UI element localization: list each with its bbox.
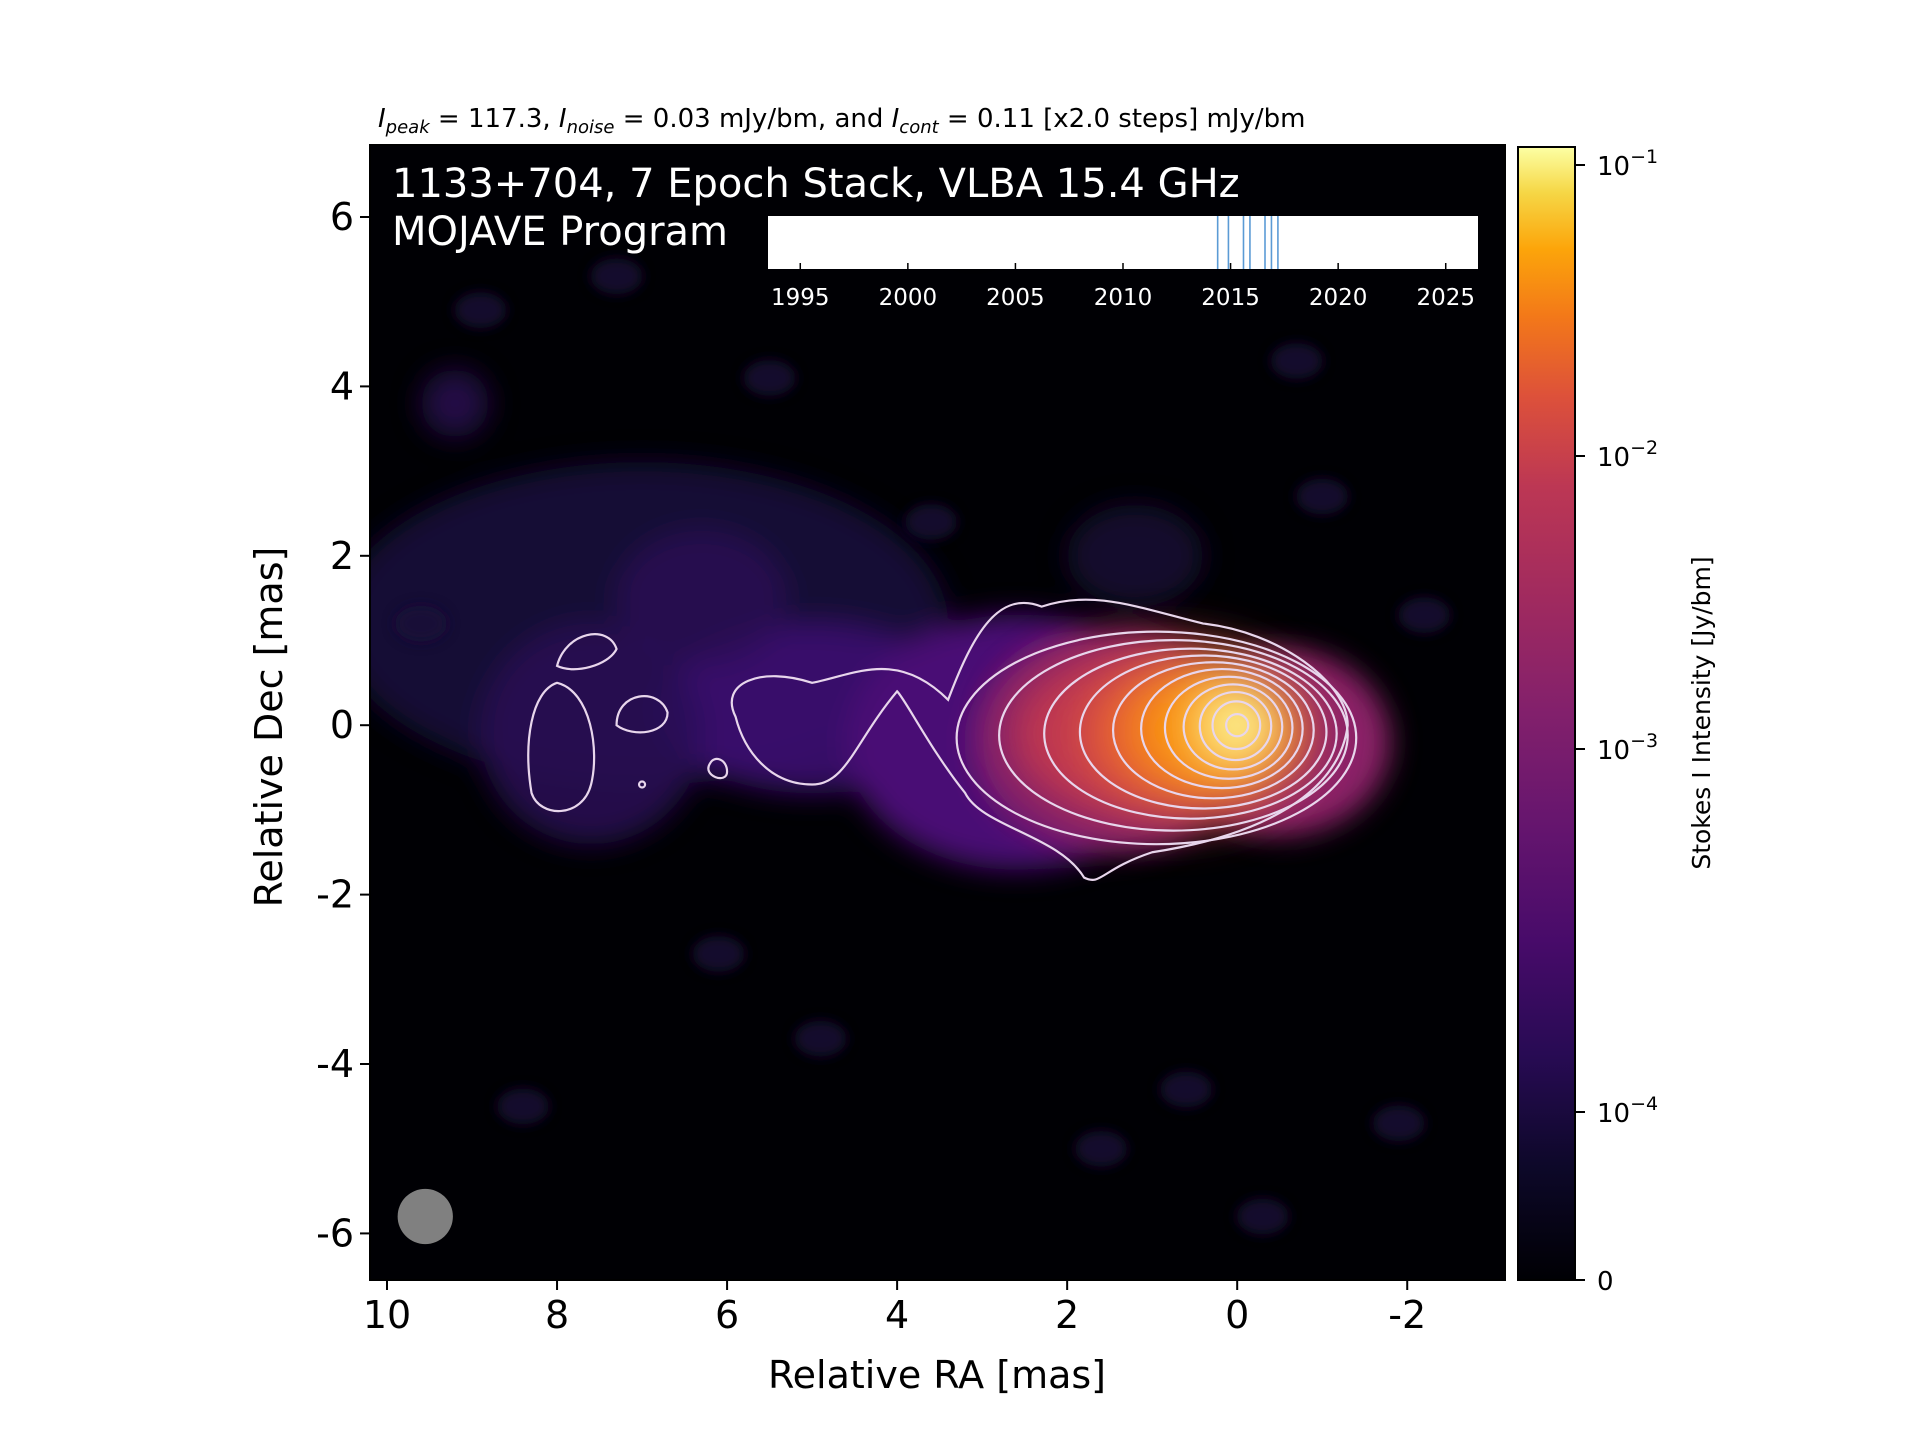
noise-blob-11 (692, 935, 745, 972)
y-tick-label: 0 (330, 703, 354, 747)
noise-blob-15 (1296, 478, 1349, 515)
epoch-lines (1216, 216, 1279, 269)
plot-frame (369, 144, 1506, 1281)
contour-5 (637, 780, 647, 789)
diffuse-blob-7 (1067, 504, 1204, 607)
contour-10 (1111, 661, 1315, 800)
colorbar-tick-label: 10−4 (1597, 1093, 1658, 1129)
y-tick-label: -2 (316, 873, 354, 917)
image-core (1007, 640, 1314, 828)
epoch-tick-label: 1995 (771, 285, 830, 311)
core-blob-4 (1211, 699, 1263, 751)
diffuse-blob-3 (616, 530, 787, 667)
contour-12 (1163, 675, 1294, 780)
x-axis: 10 8 6 4 2 0 -2 (363, 1280, 1426, 1337)
y-tick-label: 2 (330, 534, 354, 578)
noise-blob-13 (395, 605, 448, 642)
y-tick-label: 4 (330, 364, 354, 408)
y-tick-label: -4 (316, 1042, 354, 1086)
contour-11 (1140, 667, 1304, 790)
epoch-tick-label: 2010 (1094, 285, 1153, 311)
x-tick-label: 4 (885, 1293, 909, 1337)
contour-0 (730, 598, 1349, 881)
noise-blob-2 (1270, 342, 1323, 379)
contour-14 (1198, 690, 1273, 762)
contour-15 (1211, 700, 1262, 751)
contour-9 (1078, 654, 1328, 810)
contour-16 (1225, 713, 1250, 738)
y-tick-label: -6 (316, 1211, 354, 1255)
noise-blob-9 (590, 258, 643, 295)
y-axis-label: Relative Dec [mas] (247, 547, 291, 908)
colorbar-label: Stokes I Intensity [Jy/bm] (1687, 556, 1716, 869)
x-tick-label: 8 (545, 1293, 569, 1337)
colorbar: 10−1 10−2 10−3 10−4 0 Stokes I Intensity [Jy… (1517, 146, 1716, 1297)
noise-blob-10 (905, 503, 958, 540)
colorbar-tick-label: 10−2 (1597, 437, 1658, 473)
noise-blob-0 (454, 292, 507, 329)
noise-blob-4 (497, 1088, 550, 1125)
colorbar-tick-label: 10−3 (1597, 730, 1658, 766)
y-tick-label: 6 (330, 195, 354, 239)
epoch-tick-label: 2020 (1309, 285, 1368, 311)
epoch-timeline-box (768, 216, 1478, 269)
contour-3 (615, 695, 669, 734)
contour-4 (707, 757, 729, 780)
noise-blob-14 (743, 359, 796, 396)
chart-title-line1: 1133+704, 7 Epoch Stack, VLBA 15.4 GHz (392, 161, 1240, 207)
noise-blob-6 (1160, 1071, 1213, 1108)
x-tick-label: 10 (363, 1293, 411, 1337)
contour-1 (527, 681, 596, 813)
contour-2 (555, 633, 618, 671)
y-axis: 6 4 2 0 -2 -4 -6 (316, 195, 370, 1255)
epoch-tick-label: 2005 (986, 285, 1045, 311)
contour-13 (1182, 683, 1284, 771)
noise-blob-5 (794, 1020, 847, 1057)
x-tick-label: 0 (1225, 1293, 1249, 1337)
noise-blob-3 (1398, 597, 1451, 634)
noise-blob-7 (1372, 1105, 1425, 1142)
contour-7 (998, 639, 1349, 832)
epoch-tick-label: 2000 (879, 285, 938, 311)
epoch-tick-label: 2025 (1416, 285, 1475, 311)
colorbar-tick-label: 10−1 (1597, 146, 1658, 182)
colorbar-gradient (1518, 147, 1575, 1280)
image-noise (395, 224, 1451, 1235)
x-tick-label: 2 (1055, 1293, 1079, 1337)
chart-title-line2: MOJAVE Program (392, 209, 728, 255)
epoch-tick-label: 2015 (1201, 285, 1260, 311)
contour-layer (527, 598, 1358, 881)
chart-subtitle: Ipeak = 117.3, Inoise = 0.03 mJy/bm, and… (378, 104, 1305, 138)
x-axis-label: Relative RA [mas] (768, 1353, 1106, 1397)
x-tick-label: 6 (715, 1293, 739, 1337)
x-tick-label: -2 (1388, 1293, 1426, 1337)
colorbar-frame (1517, 146, 1576, 1281)
contour-8 (1043, 647, 1338, 820)
diffuse-blob-6 (421, 369, 490, 438)
colorbar-ticks: 10−1 10−2 10−3 10−4 0 (1575, 146, 1658, 1297)
colorbar-tick-label: 0 (1597, 1267, 1614, 1297)
noise-blob-12 (1075, 1130, 1128, 1167)
epoch-timeline-inset: 1995 2000 2005 2010 2015 2020 2025 (768, 216, 1478, 311)
epoch-ticks: 1995 2000 2005 2010 2015 2020 2025 (771, 263, 1475, 311)
plot-area: 1133+704, 7 Epoch Stack, VLBA 15.4 GHz M… (369, 144, 1506, 1281)
contour-6 (955, 630, 1358, 846)
noise-blob-8 (1236, 1198, 1289, 1235)
beam-ellipse (397, 1188, 453, 1245)
